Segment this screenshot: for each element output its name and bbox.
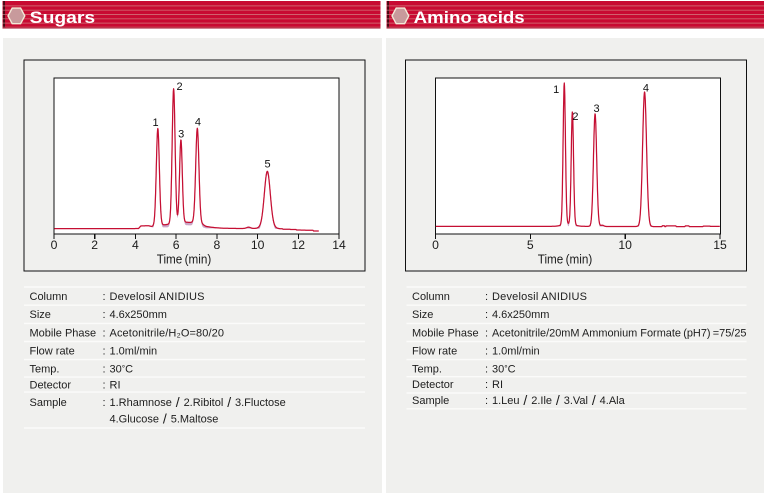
svg-text:0: 0 <box>51 238 58 252</box>
svg-text:Develosil ANIDIUS: Develosil ANIDIUS <box>110 291 205 303</box>
svg-text:Develosil ANIDIUS: Develosil ANIDIUS <box>492 291 587 303</box>
svg-text::: : <box>485 327 488 339</box>
svg-text:3: 3 <box>178 129 184 141</box>
svg-text:Sample: Sample <box>412 395 449 407</box>
svg-text::: : <box>103 364 106 376</box>
svg-text::: : <box>485 291 488 303</box>
svg-text:Time (min): Time (min) <box>157 253 212 267</box>
svg-text:RI: RI <box>110 380 121 392</box>
svg-text:Sugars: Sugars <box>30 8 96 27</box>
svg-text:Column: Column <box>30 291 68 303</box>
svg-text:1.Rhamnose/2.Ribitol/3.Fluctos: 1.Rhamnose/2.Ribitol/3.Fluctose <box>110 394 286 410</box>
svg-text:6: 6 <box>173 238 180 252</box>
svg-text::: : <box>103 397 106 409</box>
svg-text:5: 5 <box>527 238 534 252</box>
svg-text:1.0ml/min: 1.0ml/min <box>492 345 540 357</box>
svg-text::: : <box>485 395 488 407</box>
svg-text:Detector: Detector <box>412 379 454 391</box>
svg-text:5: 5 <box>265 159 271 171</box>
svg-text:2: 2 <box>91 238 98 252</box>
svg-text::: : <box>485 345 488 357</box>
svg-text:Column: Column <box>412 291 450 303</box>
svg-text:4: 4 <box>643 83 649 95</box>
svg-text:4.6x250mm: 4.6x250mm <box>110 309 167 321</box>
svg-text:Time (min): Time (min) <box>538 253 593 267</box>
svg-text:Acetonitrile/H₂O=80/20: Acetonitrile/H₂O=80/20 <box>110 327 225 339</box>
svg-text:2: 2 <box>177 81 183 93</box>
svg-text::: : <box>103 327 106 339</box>
svg-text:30°C: 30°C <box>492 363 516 376</box>
svg-text:1.0ml/min: 1.0ml/min <box>110 345 158 357</box>
svg-text:8: 8 <box>214 238 221 252</box>
svg-text:0: 0 <box>432 238 439 252</box>
svg-text:Mobile Phase: Mobile Phase <box>412 327 479 339</box>
svg-text:1: 1 <box>553 84 559 96</box>
svg-text:Mobile Phase: Mobile Phase <box>30 327 97 339</box>
svg-text:Flow rate: Flow rate <box>412 345 457 357</box>
svg-text:10: 10 <box>251 238 265 252</box>
svg-text:15: 15 <box>713 238 727 252</box>
svg-text:4: 4 <box>132 238 139 252</box>
svg-text:Amino acids: Amino acids <box>414 8 525 27</box>
svg-text:14: 14 <box>332 238 346 252</box>
svg-text:RI: RI <box>492 379 503 391</box>
svg-text:4: 4 <box>195 116 201 128</box>
svg-text:Size: Size <box>412 309 433 321</box>
svg-text::: : <box>485 379 488 391</box>
svg-text:Size: Size <box>30 309 51 321</box>
svg-text:Temp.: Temp. <box>412 364 442 376</box>
svg-text:Temp.: Temp. <box>30 364 60 376</box>
svg-text:10: 10 <box>618 238 632 252</box>
svg-text::: : <box>485 309 488 321</box>
svg-text::: : <box>485 364 488 376</box>
svg-text:3: 3 <box>593 103 599 115</box>
svg-text:Detector: Detector <box>30 380 72 392</box>
svg-text:2: 2 <box>572 111 578 123</box>
svg-text:12: 12 <box>292 238 306 252</box>
svg-text:1: 1 <box>153 117 159 129</box>
svg-text::: : <box>103 291 106 303</box>
svg-text:30°C: 30°C <box>110 363 134 376</box>
svg-text:Flow rate: Flow rate <box>30 345 75 357</box>
svg-text:Acetonitrile/20mM Ammonium For: Acetonitrile/20mM Ammonium Formate (pH7)… <box>492 327 747 339</box>
svg-text:Sample: Sample <box>30 397 67 409</box>
svg-text::: : <box>103 309 106 321</box>
svg-text::: : <box>103 380 106 392</box>
svg-text:1.Leu/2.Ile/3.Val/4.Ala: 1.Leu/2.Ile/3.Val/4.Ala <box>492 392 626 408</box>
svg-text:4.Glucose/5.Maltose: 4.Glucose/5.Maltose <box>110 411 219 427</box>
svg-text::: : <box>103 345 106 357</box>
svg-text:4.6x250mm: 4.6x250mm <box>492 309 549 321</box>
